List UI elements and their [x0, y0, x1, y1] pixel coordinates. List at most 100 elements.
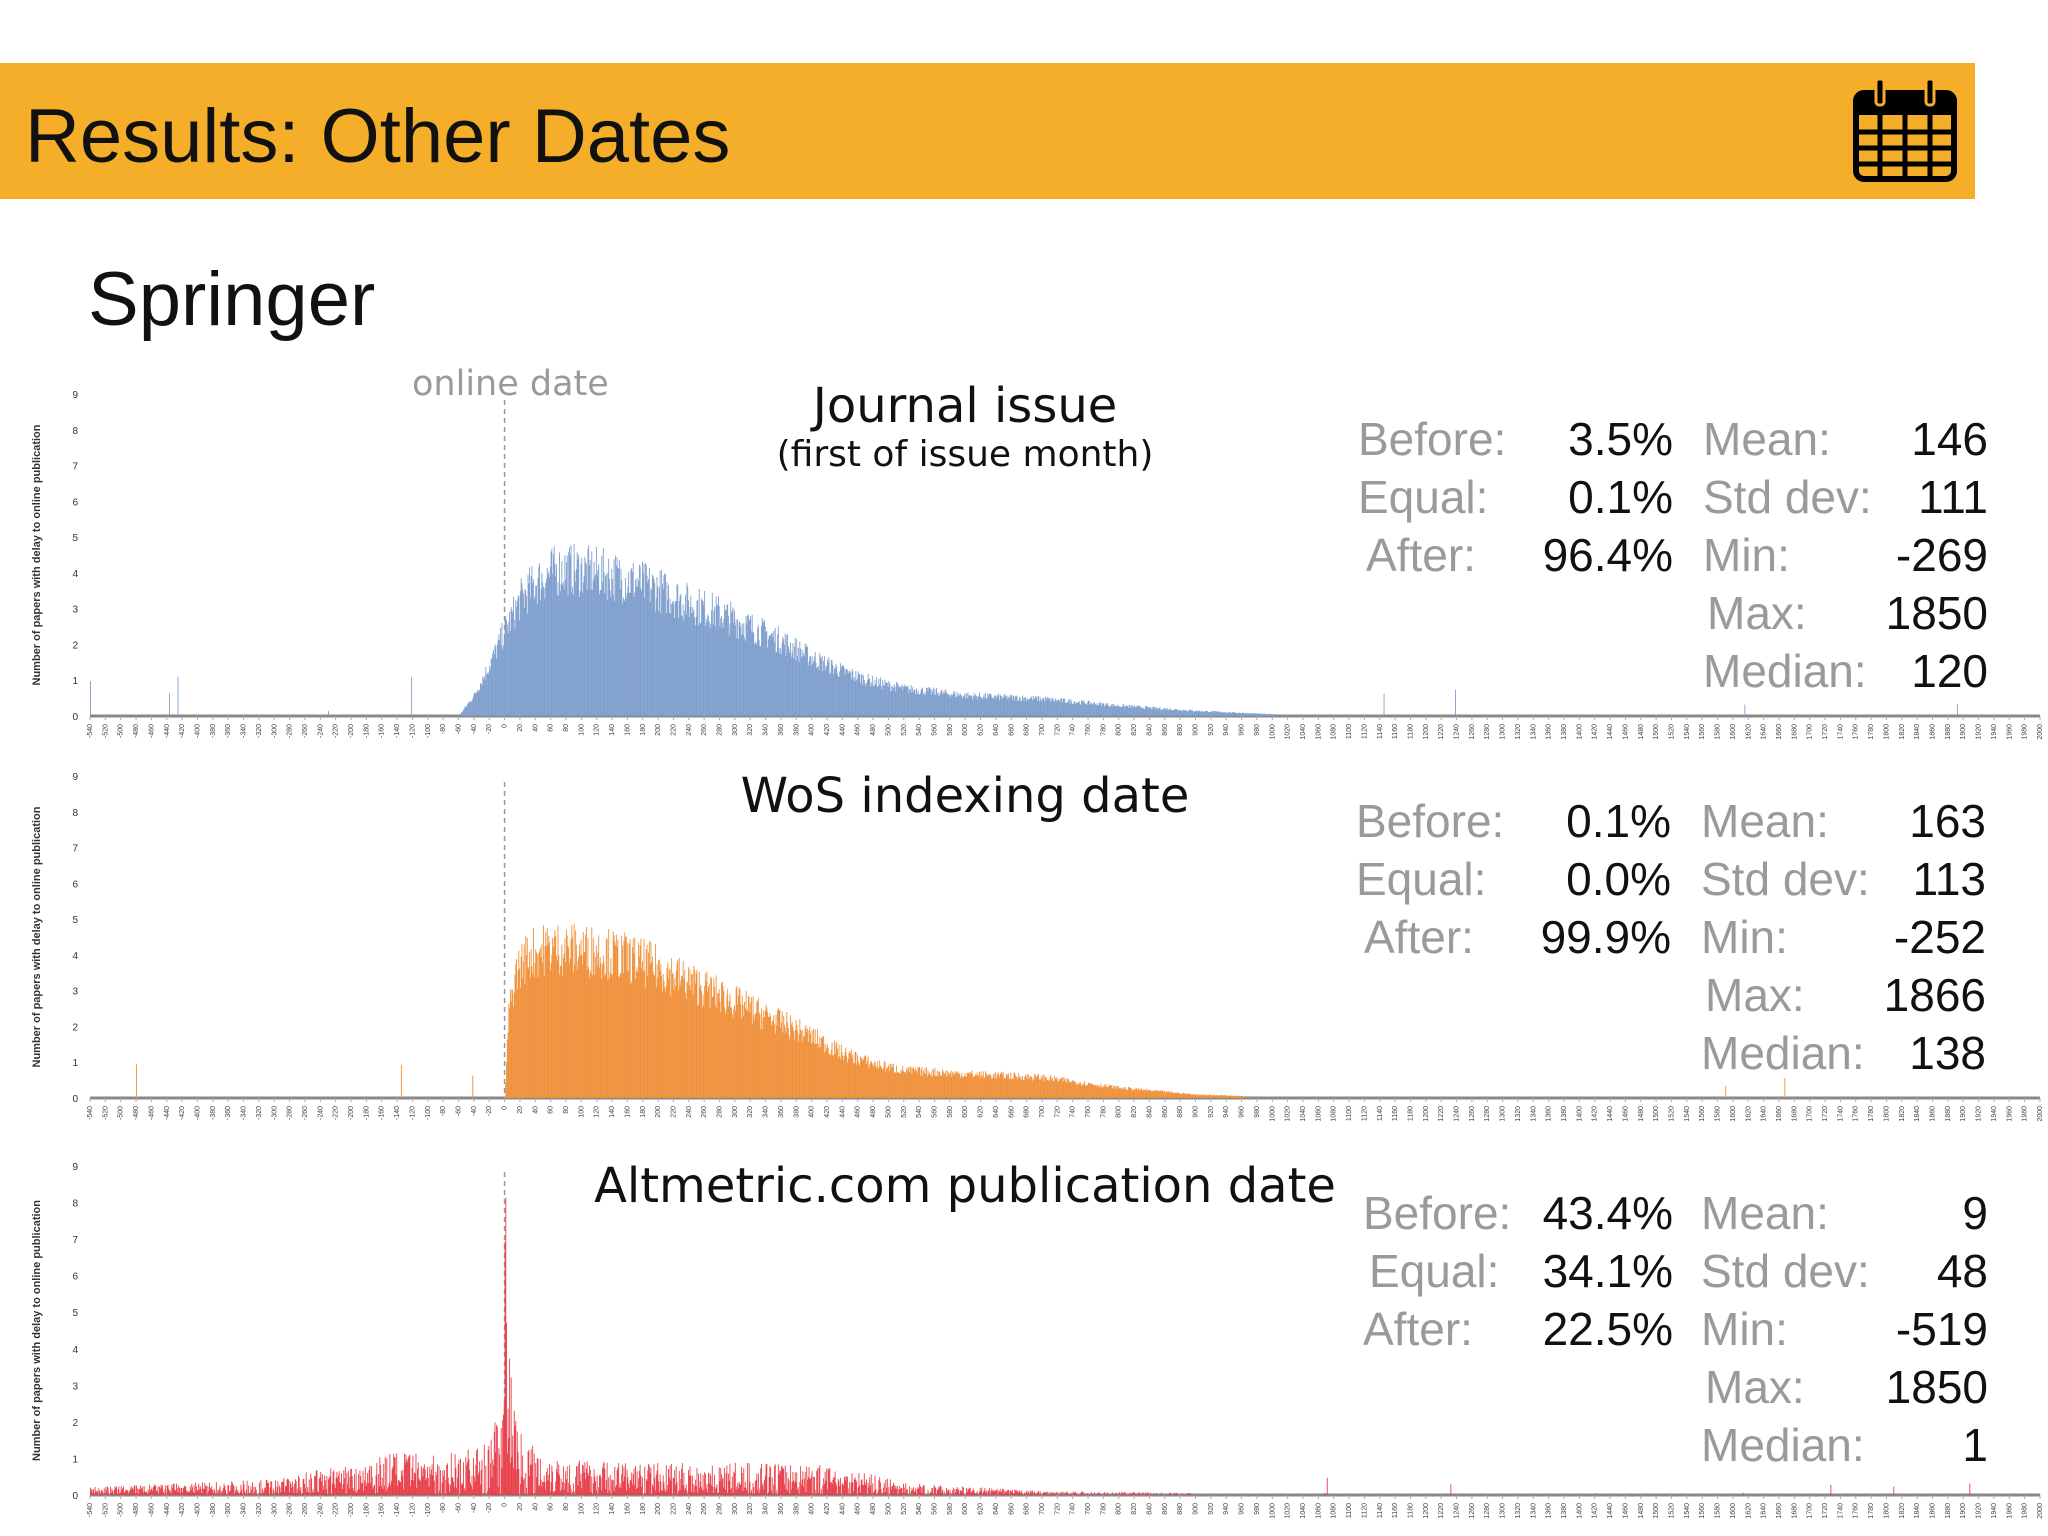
bar [666, 581, 668, 716]
bar [1016, 1076, 1018, 1098]
bar [1028, 699, 1030, 716]
bar [912, 687, 914, 716]
bar [1149, 707, 1151, 716]
bar [517, 596, 519, 716]
bar [522, 1479, 524, 1495]
bar [946, 1070, 948, 1098]
bar [1158, 1091, 1160, 1098]
bar [1174, 1093, 1175, 1098]
bar [560, 965, 562, 1098]
bar [472, 698, 474, 716]
y-tick-label: 9 [72, 772, 78, 783]
bar [718, 989, 720, 1098]
bar [699, 1481, 701, 1495]
bar [969, 1073, 970, 1098]
bar [546, 1468, 548, 1495]
bar [1051, 697, 1053, 716]
bar [774, 1033, 776, 1098]
bar [1127, 1086, 1129, 1098]
bar [864, 683, 866, 716]
bar [619, 974, 621, 1098]
bar [741, 995, 743, 1098]
bar [1087, 1493, 1089, 1495]
bar [864, 1482, 866, 1495]
bar [585, 1479, 587, 1495]
bar [370, 1466, 372, 1495]
bar [705, 618, 707, 716]
bar [577, 960, 579, 1098]
bar [744, 1487, 745, 1495]
bar [1136, 1088, 1138, 1098]
bar [658, 587, 660, 716]
bar [1051, 1079, 1053, 1098]
bar [756, 1473, 758, 1495]
bar [251, 1489, 253, 1495]
bar [929, 688, 931, 716]
chart-title: WoS indexing date [740, 768, 1190, 824]
bar [514, 628, 516, 716]
bar [520, 1434, 522, 1495]
bar [429, 1466, 431, 1495]
bar [1172, 709, 1174, 716]
bar [1124, 707, 1126, 716]
bar [963, 695, 965, 716]
bar [113, 1489, 115, 1495]
bar [712, 1486, 714, 1495]
bar [1008, 1079, 1010, 1098]
bar [1124, 1492, 1126, 1495]
bar [1060, 1078, 1062, 1098]
bar [485, 1465, 487, 1495]
bar [932, 1487, 934, 1495]
bar [458, 1459, 460, 1495]
bar [678, 1490, 679, 1495]
bar [389, 1454, 391, 1495]
bar [1254, 713, 1256, 716]
bar [903, 684, 905, 716]
bar [780, 1470, 782, 1495]
bar [572, 586, 574, 716]
bar [882, 1492, 884, 1495]
bar [850, 1053, 851, 1098]
bar [454, 1454, 456, 1495]
bar [700, 622, 702, 716]
y-tick-label: 5 [72, 533, 78, 544]
bar [668, 585, 669, 716]
bar [1145, 1091, 1147, 1098]
bar [1170, 709, 1172, 716]
bar [793, 646, 795, 716]
bar [758, 640, 760, 716]
bar [814, 652, 816, 716]
bar [1263, 714, 1264, 716]
bar [972, 699, 974, 716]
bar [642, 971, 644, 1098]
bar [659, 570, 661, 716]
bar [606, 1462, 608, 1495]
bar [509, 1008, 511, 1098]
bar [850, 1049, 852, 1098]
bar [757, 627, 759, 716]
bar [291, 1481, 293, 1495]
bar [736, 637, 738, 716]
bar [1140, 707, 1142, 716]
bar [733, 1009, 735, 1098]
bar [714, 606, 716, 716]
bar [711, 996, 713, 1098]
bar [1050, 1075, 1052, 1098]
bar [547, 1480, 549, 1495]
x-tick-label: 200 [655, 1503, 662, 1515]
bar [1058, 1078, 1060, 1098]
bar [865, 1054, 867, 1098]
x-tick-label: -280 [287, 1106, 294, 1120]
x-tick-label: 1540 [1684, 1503, 1691, 1519]
bar [677, 959, 679, 1098]
bar [991, 697, 993, 716]
bar [1048, 1080, 1050, 1098]
bar [1107, 1492, 1109, 1495]
bar [596, 1475, 598, 1495]
bar [714, 1474, 716, 1495]
bar [532, 928, 534, 1098]
bar [1271, 714, 1273, 716]
bar [991, 1078, 993, 1098]
bar [1133, 1492, 1135, 1495]
bar [939, 692, 941, 716]
